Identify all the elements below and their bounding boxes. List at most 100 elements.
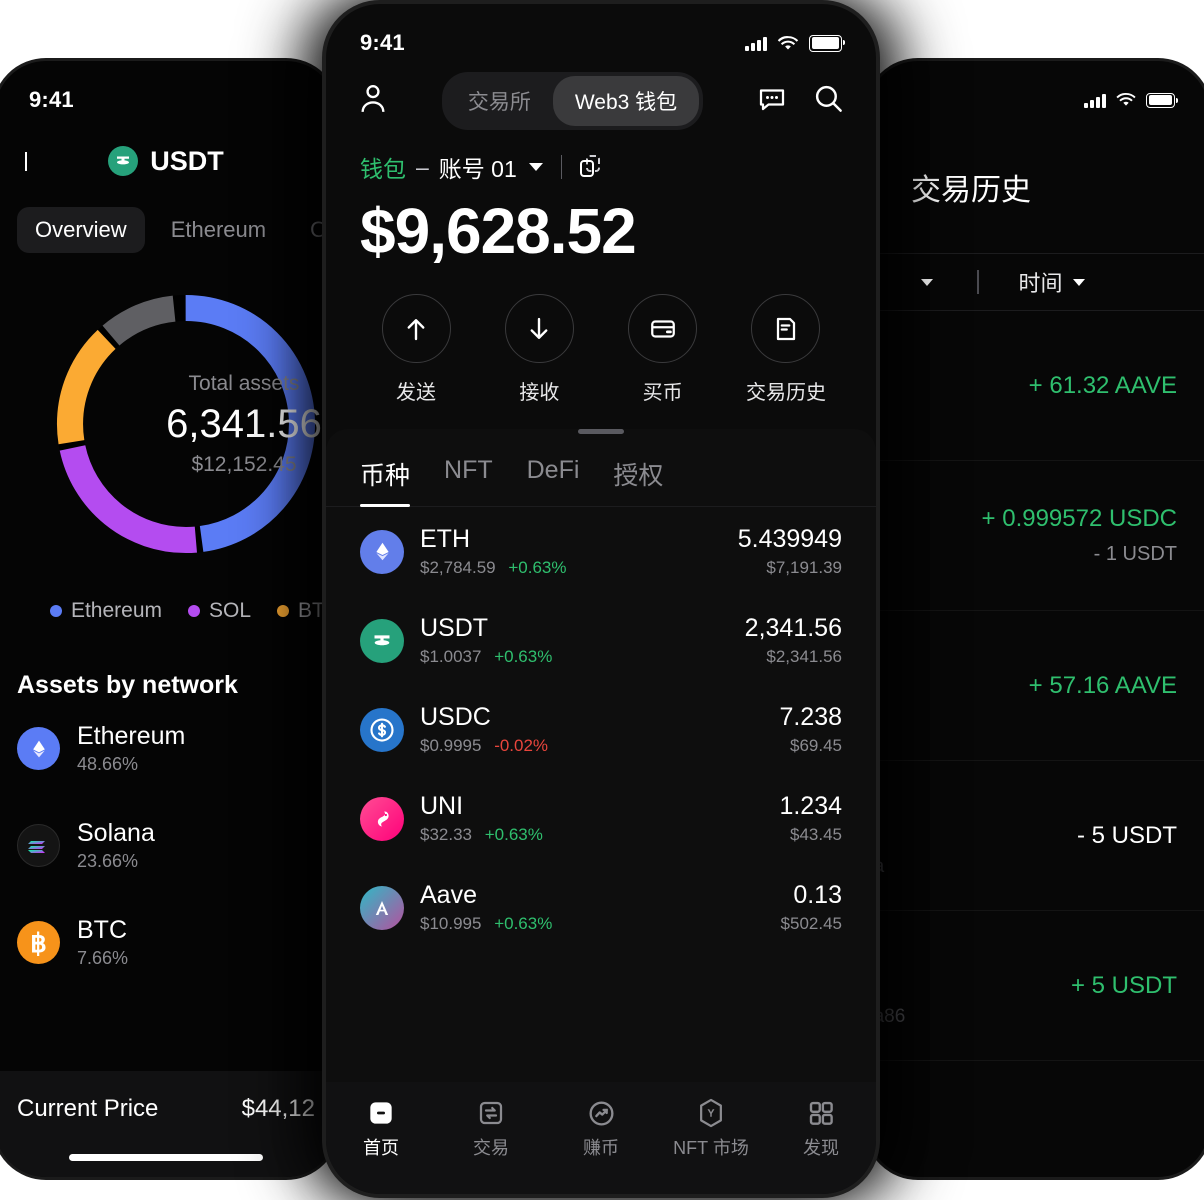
tab-approvals[interactable]: 授权 bbox=[613, 462, 664, 490]
back-button[interactable] bbox=[25, 152, 27, 171]
chevron-down-icon[interactable] bbox=[528, 163, 543, 171]
action-receive[interactable]: 接收 bbox=[491, 294, 587, 405]
copy-icon[interactable] bbox=[580, 155, 602, 179]
signal-icon bbox=[745, 36, 767, 51]
coin-price: $2,784.59 bbox=[420, 558, 496, 577]
coin-change: +0.63% bbox=[494, 647, 553, 666]
legend-dot-icon bbox=[49, 605, 62, 617]
chevron-left-icon bbox=[25, 152, 27, 171]
center-top-bar: 交易所 Web3 钱包 bbox=[326, 66, 876, 132]
coin-price-row: $2,784.59 +0.63% bbox=[420, 558, 722, 578]
coin-row-eth[interactable]: ETH $2,784.59 +0.63% 5.439949 $7,191.39 bbox=[360, 507, 842, 596]
network-name: Ethereum bbox=[77, 722, 186, 750]
chat-bubble-icon bbox=[759, 88, 785, 110]
coin-info: UNI $32.33 +0.63% bbox=[420, 792, 763, 845]
coin-amount: 0.13 bbox=[793, 881, 842, 909]
network-row-btc[interactable]: ฿ BTC 7.66% bbox=[0, 894, 337, 991]
coin-value: $2,341.56 bbox=[766, 647, 842, 666]
action-buy-crypto[interactable]: 买币 bbox=[615, 294, 711, 405]
tabbar-item-trade[interactable]: 交易 bbox=[439, 1094, 543, 1160]
coin-row-aave[interactable]: Aave $10.995 +0.63% 0.13 $502.45 bbox=[360, 863, 842, 952]
tabbar-item-home[interactable]: 首页 bbox=[329, 1094, 433, 1160]
home-indicator bbox=[69, 1154, 263, 1161]
coin-value: $69.45 bbox=[790, 736, 842, 755]
status-icons bbox=[1084, 92, 1179, 108]
profile-button[interactable] bbox=[358, 83, 388, 120]
usdt-icon bbox=[360, 618, 404, 663]
tab-ethereum[interactable]: Ethereum bbox=[170, 217, 267, 242]
coin-row-usdt[interactable]: USDT $1.0037 +0.63% 2,341.56 $2,341.56 bbox=[360, 596, 842, 685]
transaction-row[interactable]: + 5 USDT ba86 bbox=[867, 911, 1204, 1061]
divider bbox=[560, 155, 563, 179]
tabbar-label: 交易 bbox=[473, 1138, 509, 1158]
transaction-amount: + 0.999572 USDC bbox=[981, 505, 1177, 532]
coin-symbol: Aave bbox=[420, 881, 477, 909]
coin-price-row: $0.9995 -0.02% bbox=[420, 736, 763, 756]
network-row-ethereum[interactable]: Ethereum 48.66% bbox=[0, 700, 337, 797]
current-price-value: $44,12 bbox=[241, 1095, 315, 1122]
sheet-grabber[interactable] bbox=[578, 429, 624, 434]
battery-icon bbox=[809, 34, 846, 52]
tab-overview[interactable]: Overview bbox=[17, 207, 145, 253]
coin-value: $43.45 bbox=[790, 825, 842, 844]
coin-price: $10.995 bbox=[420, 914, 482, 933]
quick-actions-row: 发送 接收 买币 bbox=[326, 268, 876, 405]
filter-type-dropdown[interactable] bbox=[911, 278, 933, 286]
arrow-down-icon bbox=[504, 294, 574, 363]
current-price-bar: Current Price $44,12 bbox=[0, 1071, 337, 1177]
mode-segmented-control: 交易所 Web3 钱包 bbox=[441, 72, 704, 130]
coin-price-row: $1.0037 +0.63% bbox=[420, 647, 729, 667]
chat-button[interactable] bbox=[757, 84, 787, 119]
filter-time-dropdown[interactable]: 时间 bbox=[1019, 266, 1085, 298]
transaction-row[interactable]: + 57.16 AAVE bbox=[867, 611, 1204, 761]
coin-row-uni[interactable]: UNI $32.33 +0.63% 1.234 $43.45 bbox=[360, 774, 842, 863]
tab-defi[interactable]: DeFi bbox=[526, 456, 580, 484]
account-selector[interactable]: 钱包 – 账号 01 bbox=[360, 150, 842, 184]
search-icon bbox=[815, 85, 842, 112]
coin-info: USDC $0.9995 -0.02% bbox=[420, 703, 763, 756]
coin-symbol: ETH bbox=[420, 525, 470, 553]
coin-price: $0.9995 bbox=[420, 736, 482, 755]
donut-fiat-value: $12,152.45 bbox=[191, 452, 297, 476]
segment-exchange[interactable]: 交易所 bbox=[467, 91, 531, 114]
legend-item-sol: SOL bbox=[188, 599, 251, 623]
transaction-amount: + 57.16 AAVE bbox=[1028, 671, 1177, 699]
coin-row-usdc[interactable]: USDC $0.9995 -0.02% 7.238 $69.45 bbox=[360, 685, 842, 774]
coin-info: USDT $1.0037 +0.63% bbox=[420, 614, 729, 667]
coin-holdings: 1.234 $43.45 bbox=[779, 792, 842, 845]
coin-list: ETH $2,784.59 +0.63% 5.439949 $7,191.39 … bbox=[326, 507, 876, 952]
person-icon bbox=[361, 84, 385, 112]
home-icon bbox=[329, 1094, 433, 1132]
action-transaction-history[interactable]: 交易历史 bbox=[738, 294, 834, 405]
tabbar-label: 发现 bbox=[803, 1138, 839, 1158]
coin-amount: 7.238 bbox=[779, 703, 842, 731]
transaction-row[interactable]: + 0.999572 USDC - 1 USDT C bbox=[867, 461, 1204, 611]
arrow-up-icon bbox=[381, 294, 451, 363]
tabbar-item-earn[interactable]: 赚币 bbox=[549, 1094, 653, 1160]
signal-icon bbox=[1084, 93, 1106, 108]
coin-amount: 5.439949 bbox=[737, 525, 842, 553]
coin-holdings: 7.238 $69.45 bbox=[779, 703, 842, 756]
right-status-bar bbox=[867, 61, 1204, 123]
nft-hexagon-icon bbox=[659, 1094, 763, 1132]
network-row-solana[interactable]: Solana 23.66% bbox=[0, 797, 337, 894]
coin-info: ETH $2,784.59 +0.63% bbox=[420, 525, 722, 578]
left-phone-usdt-overview: 9:41 USDT Overview Ethereum O bbox=[0, 58, 340, 1180]
coin-symbol: USDC bbox=[420, 703, 491, 731]
action-send[interactable]: 发送 bbox=[368, 294, 464, 405]
tabbar-item-discover[interactable]: 发现 bbox=[769, 1094, 873, 1160]
coin-amount: 2,341.56 bbox=[744, 614, 842, 642]
document-icon bbox=[751, 294, 821, 363]
legend-item-ethereum: Ethereum bbox=[49, 599, 162, 623]
tab-coins[interactable]: 币种 bbox=[360, 456, 411, 507]
transaction-row[interactable]: + 61.32 AAVE ) bbox=[867, 311, 1204, 461]
tab-nft[interactable]: NFT bbox=[444, 456, 493, 484]
segment-web3-wallet[interactable]: Web3 钱包 bbox=[552, 76, 700, 126]
network-name: Solana bbox=[77, 819, 155, 847]
coin-change: -0.02% bbox=[494, 736, 549, 755]
wifi-icon bbox=[777, 35, 799, 49]
search-button[interactable] bbox=[813, 83, 844, 119]
tabbar-item-nft-market[interactable]: NFT 市场 bbox=[659, 1094, 763, 1160]
transaction-row[interactable]: - 5 USDT 0a bbox=[867, 761, 1204, 911]
status-clock: 9:41 bbox=[29, 87, 74, 112]
